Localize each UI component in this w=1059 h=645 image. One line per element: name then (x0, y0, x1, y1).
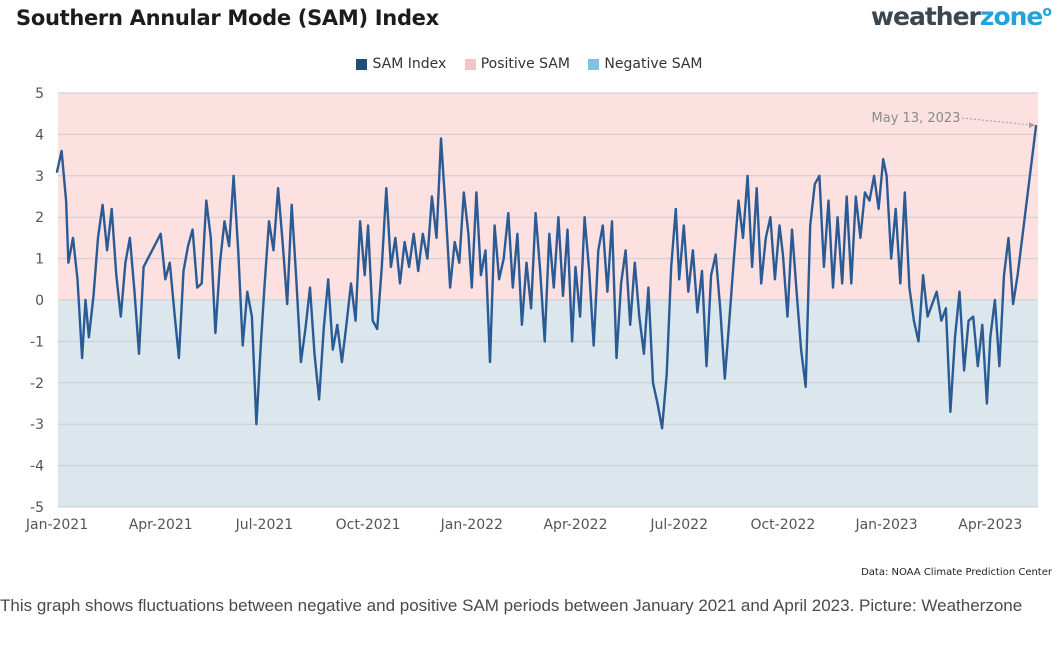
sam-index-line[interactable] (55, 124, 1038, 430)
y-tick-label: -2 (30, 376, 44, 392)
legend-swatch-negative-sam (588, 58, 600, 70)
x-tick-label: Apr-2021 (129, 517, 193, 533)
legend-swatch-sam-index (356, 58, 368, 70)
y-tick-label: 5 (35, 86, 44, 102)
y-tick-label: 3 (35, 169, 44, 185)
x-tick-label: Apr-2023 (958, 517, 1022, 533)
legend-item-positive-sam[interactable]: Positive SAM (464, 56, 570, 72)
x-tick-label: Oct-2021 (336, 517, 401, 533)
annotation-arrowhead (1029, 122, 1035, 129)
chart-title: Southern Annular Mode (SAM) Index (16, 6, 439, 30)
x-tick-label: Jul-2021 (235, 517, 294, 533)
y-tick-label: -4 (30, 459, 44, 475)
y-tick-label: 0 (35, 293, 44, 309)
legend-item-sam-index[interactable]: SAM Index (356, 56, 446, 72)
legend-label-sam-index: SAM Index (372, 56, 447, 72)
y-tick-label: 4 (35, 127, 44, 143)
y-tick-label: 2 (35, 210, 44, 226)
negative-sam-band (58, 300, 1038, 507)
legend-swatch-positive-sam (464, 58, 476, 70)
y-tick-label: -3 (30, 417, 44, 433)
annotation-label: May 13, 2023 (872, 111, 961, 126)
legend-label-negative-sam: Negative SAM (604, 56, 703, 72)
legend-label-positive-sam: Positive SAM (480, 56, 570, 72)
y-tick-label: 1 (35, 252, 44, 268)
x-tick-label: Jul-2022 (649, 517, 708, 533)
data-source: Data: NOAA Climate Prediction Center (861, 567, 1052, 578)
x-tick-label: Oct-2022 (750, 517, 815, 533)
logo-accent: zone (979, 2, 1043, 31)
x-tick-label: Jan-2023 (854, 517, 917, 533)
logo-main: weather (870, 2, 981, 31)
y-tick-label: -5 (30, 500, 44, 516)
y-tick-label: -1 (30, 334, 44, 350)
legend-item-negative-sam[interactable]: Negative SAM (588, 56, 703, 72)
weatherzone-logo[interactable]: weatherzoneo (870, 2, 1052, 31)
image-caption: This graph shows fluctuations between ne… (0, 596, 1023, 615)
x-tick-label: Jan-2021 (25, 517, 88, 533)
sam-line-chart: 5 4 3 2 1 0 -1 -2 -3 -4 -5 Jan-2021 Apr-2021 Jul-202… (25, 86, 1038, 533)
logo-mark: o (1042, 4, 1052, 20)
chart-legend: SAM Index Positive SAM Negative SAM (0, 56, 1059, 74)
x-tick-label: Apr-2022 (543, 517, 607, 533)
x-tick-label: Jan-2022 (440, 517, 503, 533)
